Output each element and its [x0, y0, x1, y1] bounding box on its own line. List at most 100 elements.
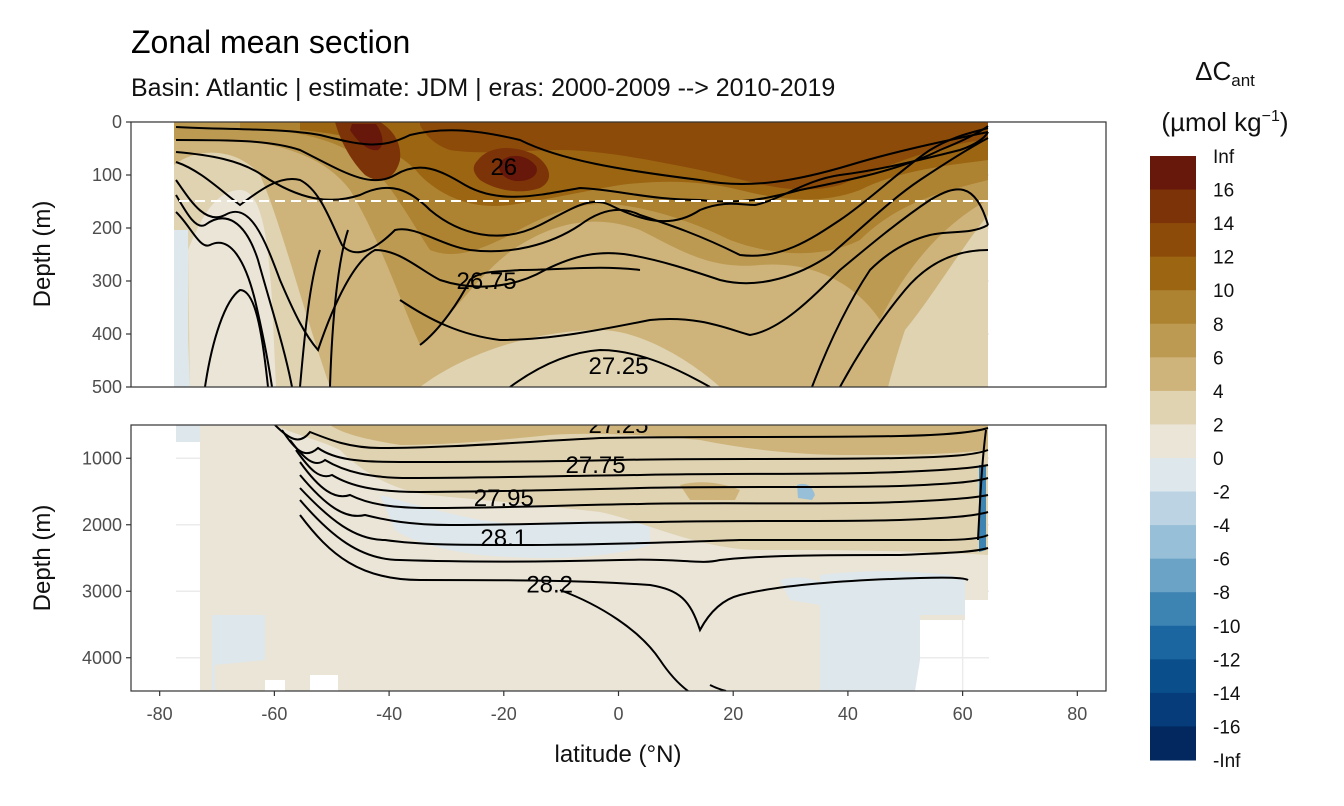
isopycnal-line — [299, 461, 989, 510]
legend-title: ΔCant — [1195, 56, 1255, 90]
lower-south-strip — [176, 425, 200, 442]
contour-label: 27.95 — [474, 485, 534, 512]
x-tick-label: -80 — [147, 704, 173, 724]
isopycnal-line — [299, 249, 321, 387]
legend-label: -2 — [1213, 483, 1230, 504]
legend-swatch — [1150, 625, 1196, 660]
y-tick-label: 1000 — [82, 448, 122, 468]
upper-y-axis: 0 100 200 300 400 500 — [92, 112, 131, 397]
isopycnal-line — [299, 474, 989, 527]
lower-contour-labels: 27.25 27.75 27.95 28.1 28.2 — [474, 412, 649, 599]
isopycnal-line — [299, 499, 989, 563]
y-tick-label: 500 — [92, 377, 122, 397]
field-band-0-blue2 — [205, 615, 265, 691]
isopycnal-line — [289, 439, 989, 480]
legend-swatch — [1150, 726, 1196, 761]
legend-unit: (µmol kg−1) — [1161, 107, 1288, 137]
lower-isopycnals — [274, 425, 989, 691]
x-tick-label: 40 — [838, 704, 858, 724]
y-axis-title-lower: Depth (m) — [29, 505, 56, 612]
legend-label: 2 — [1213, 415, 1224, 436]
lower-south-fill — [200, 425, 212, 691]
upper-panel-border — [130, 121, 1107, 388]
legend-swatch — [1150, 390, 1196, 425]
legend-label: -6 — [1213, 550, 1230, 571]
field-band-0-blue3 — [380, 495, 650, 558]
field-band-16 — [498, 155, 537, 182]
legend-label: 6 — [1213, 348, 1224, 369]
legend-swatch — [1150, 659, 1196, 694]
isopycnal-line — [329, 229, 349, 387]
lower-panel: 27.25 27.75 27.95 28.1 28.2 1000 2000 3000 4000 — [82, 412, 1107, 692]
legend-swatch — [1150, 592, 1196, 627]
x-axis-title: latitude (°N) — [555, 741, 682, 768]
legend-title-sub: ant — [1231, 71, 1255, 90]
legend-swatch — [1150, 558, 1196, 593]
isopycnal-line — [281, 429, 989, 464]
contour-label: 28.1 — [480, 525, 527, 552]
x-tick-label: -20 — [491, 704, 517, 724]
legend-swatch — [1150, 424, 1196, 459]
lower-mask-south — [131, 425, 176, 691]
isopycnal-line — [419, 266, 641, 346]
x-tick-label: -60 — [261, 704, 287, 724]
upper-mask-south — [131, 122, 174, 387]
legend-unit-sup: −1 — [1262, 108, 1280, 125]
isopycnal-line — [175, 127, 989, 257]
legend-label: 16 — [1213, 181, 1234, 202]
lower-mask-north — [989, 425, 1106, 691]
isopycnal-line — [299, 487, 989, 547]
legend-label: 8 — [1213, 315, 1224, 336]
upper-contour-labels: 26 26.75 27.25 — [457, 154, 649, 380]
field-band-2-light — [188, 190, 276, 387]
legend-labels: Inf 16 14 12 10 8 6 4 2 0 -2 -4 -6 -8 -10 -12 -14 -16 -Inf — [1213, 147, 1241, 772]
x-tick-label: 0 — [613, 704, 623, 724]
field-band-0-blue — [820, 571, 965, 691]
legend-label: -16 — [1213, 717, 1240, 738]
field-band-12 — [420, 122, 988, 190]
y-tick-label: 4000 — [82, 648, 122, 668]
isopycnal-line — [509, 348, 711, 387]
legend-label: -10 — [1213, 617, 1240, 638]
isopycnal-line — [175, 125, 989, 203]
x-axis: -80 -60 -40 -20 0 20 40 60 80 — [147, 691, 1087, 724]
isopycnal-line — [175, 131, 989, 237]
lower-y-axis: 1000 2000 3000 4000 — [82, 448, 131, 668]
contour-label: 27.25 — [588, 412, 648, 439]
isopycnal-line — [175, 194, 293, 387]
upper-panel: 26 26.75 27.25 0 100 200 300 400 500 — [92, 112, 1107, 397]
x-tick-label: 20 — [723, 704, 743, 724]
y-tick-label: 400 — [92, 324, 122, 344]
isopycnal-line — [839, 249, 989, 387]
legend-label: -14 — [1213, 684, 1241, 705]
chart-subtitle: Basin: Atlantic | estimate: JDM | eras: … — [131, 74, 836, 102]
isopycnal-line — [175, 211, 273, 387]
chart-title: Zonal mean section — [131, 24, 411, 60]
legend-swatch — [1150, 256, 1196, 291]
legend-swatch — [1150, 525, 1196, 560]
legend-label: -12 — [1213, 650, 1240, 671]
contour-label: 26.75 — [457, 268, 517, 295]
x-tick-label: 80 — [1067, 704, 1087, 724]
lower-field: 27.25 27.75 27.95 28.1 28.2 — [131, 412, 1106, 691]
upper-field: 26 26.75 27.25 — [131, 122, 1106, 387]
isopycnal-line — [204, 288, 269, 387]
y-tick-label: 0 — [112, 112, 122, 132]
legend-swatch — [1150, 491, 1196, 526]
legend-swatch — [1150, 458, 1196, 493]
legend-swatch — [1150, 357, 1196, 392]
isopycnal-line — [977, 429, 987, 541]
legend-swatch — [1150, 223, 1196, 258]
field-band-2-lower — [275, 425, 988, 555]
legend-label: -Inf — [1213, 751, 1241, 772]
isopycnal-line — [559, 589, 689, 691]
upper-isopycnals — [175, 125, 989, 387]
y-tick-label: 300 — [92, 271, 122, 291]
legend-label: 12 — [1213, 248, 1234, 269]
legend-swatch — [1150, 323, 1196, 358]
contour-label: 28.2 — [526, 572, 573, 599]
legend-label: -8 — [1213, 583, 1230, 604]
isopycnal-line — [175, 126, 989, 185]
x-tick-label: -40 — [376, 704, 402, 724]
